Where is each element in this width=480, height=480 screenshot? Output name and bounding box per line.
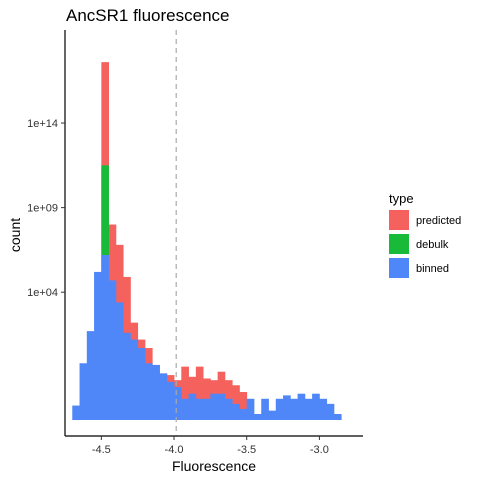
- bar-binned-17: [195, 398, 204, 420]
- bar-binned-12: [159, 373, 168, 420]
- bar-binned-28: [275, 398, 284, 420]
- x-tick-label: -3.0: [310, 444, 329, 456]
- bar-binned-1: [79, 363, 88, 420]
- bar-binned-23: [239, 408, 248, 420]
- bar-binned-33: [312, 393, 320, 420]
- bar-predicted-17: [195, 366, 204, 420]
- bar-binned-10: [144, 363, 153, 420]
- y-tick-label: 1e+04: [27, 287, 58, 299]
- bar-binned-18: [203, 398, 211, 420]
- bar-binned-4: [101, 254, 110, 420]
- bar-binned-30: [290, 398, 298, 420]
- legend-swatch-predicted: [389, 210, 409, 230]
- bar-binned-24: [246, 398, 255, 420]
- bar-binned-20: [217, 393, 226, 420]
- bar-binned-35: [326, 403, 335, 420]
- bar-binned-36: [333, 414, 342, 420]
- bar-binned-34: [319, 398, 328, 420]
- bar-binned-27: [268, 410, 277, 420]
- chart-title: AncSR1 fluorescence: [66, 6, 229, 25]
- x-ticks-group: -4.5 -4.0 -3.5 -3.0: [92, 436, 329, 456]
- legend-swatch-debulk: [389, 234, 409, 254]
- bar-binned-26: [261, 398, 269, 420]
- bars-group: [72, 62, 342, 421]
- bar-binned-22: [232, 403, 240, 420]
- x-tick-label: -4.0: [165, 444, 184, 456]
- bar-binned-3: [94, 271, 102, 420]
- bar-binned-21: [224, 398, 233, 420]
- y-tick-label: 1e+14: [27, 118, 58, 130]
- bar-binned-11: [152, 364, 160, 420]
- legend-label-binned: binned: [416, 263, 449, 275]
- x-axis-title: Fluorescence: [172, 458, 256, 474]
- legend: type predicted debulk binned: [389, 191, 461, 278]
- legend-swatch-binned: [389, 258, 409, 278]
- bar-predicted-22: [232, 385, 240, 420]
- bar-binned-6: [115, 302, 124, 420]
- bar-binned-9: [137, 348, 146, 420]
- legend-label-debulk: debulk: [416, 239, 449, 251]
- bar-binned-16: [188, 393, 197, 420]
- bar-binned-19: [210, 393, 219, 420]
- bar-binned-31: [297, 393, 306, 420]
- bar-binned-7: [123, 332, 131, 420]
- bar-binned-13: [166, 381, 175, 420]
- bar-binned-2: [86, 331, 95, 420]
- legend-title: type: [389, 191, 414, 206]
- x-tick-label: -3.5: [237, 444, 256, 456]
- legend-label-predicted: predicted: [416, 215, 461, 227]
- bar-binned-32: [304, 398, 313, 420]
- bar-binned-15: [181, 398, 189, 420]
- bar-binned-25: [253, 414, 262, 420]
- y-ticks-group: 1e+04 1e+09 1e+14: [27, 118, 65, 299]
- x-tick-label: -4.5: [92, 444, 111, 456]
- bar-binned-14: [174, 386, 182, 420]
- bar-predicted-15: [181, 366, 189, 420]
- y-tick-label: 1e+09: [27, 203, 58, 215]
- bar-predicted-23: [239, 392, 248, 420]
- bar-binned-5: [108, 280, 117, 420]
- bar-binned-0: [72, 405, 80, 420]
- bar-binned-8: [130, 339, 139, 420]
- y-axis-title: count: [7, 218, 23, 252]
- bar-binned-29: [283, 395, 291, 420]
